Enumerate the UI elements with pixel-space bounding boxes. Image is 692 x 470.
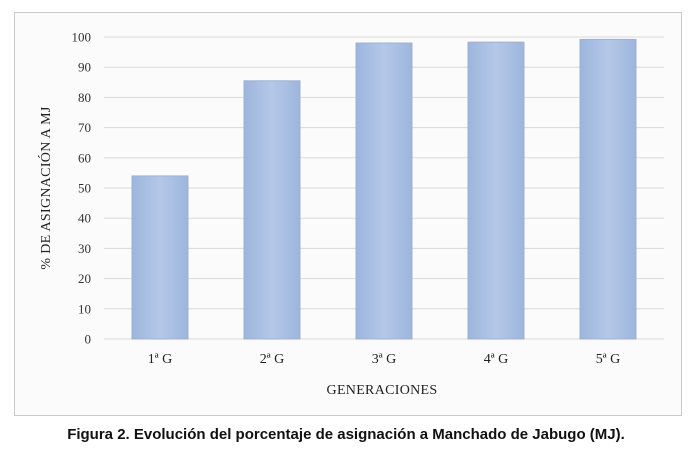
- x-axis-title: GENERACIONES: [327, 383, 438, 398]
- y-tick-label: 80: [78, 90, 91, 105]
- y-tick-label: 60: [78, 150, 91, 165]
- y-tick-label: 0: [85, 332, 92, 347]
- bar: [243, 80, 301, 340]
- y-tick-label: 40: [78, 211, 91, 226]
- x-tick-label: 4ª G: [484, 352, 508, 367]
- figure-caption: Figura 2. Evolución del porcentaje de as…: [67, 426, 625, 443]
- y-tick-label: 10: [78, 301, 91, 316]
- y-tick-label: 30: [78, 241, 91, 256]
- bar-chart: 0 10 20 30 40 50 60 70 80 90 100 1ª G 2ª G 3ª G 4ª G 5…: [37, 30, 664, 398]
- y-tick-label: 90: [78, 60, 91, 75]
- y-tick-label: 50: [78, 181, 91, 196]
- y-tick-label: 20: [78, 271, 91, 286]
- y-axis-title: % DE ASIGNACIÓN A MJ: [37, 106, 54, 269]
- x-tick-label: 1ª G: [148, 352, 172, 367]
- bars: [131, 38, 637, 340]
- y-tick-labels: 0 10 20 30 40 50 60 70 80 90 100: [72, 30, 92, 347]
- bar: [467, 41, 525, 340]
- y-tick-label: 100: [72, 30, 92, 45]
- bar: [579, 38, 637, 340]
- bar: [131, 175, 189, 340]
- chart-frame: [14, 12, 682, 416]
- x-tick-label: 3ª G: [372, 352, 396, 367]
- bar: [355, 42, 413, 340]
- x-tick-labels: 1ª G 2ª G 3ª G 4ª G 5ª G: [148, 352, 620, 367]
- x-tick-label: 5ª G: [596, 352, 620, 367]
- x-tick-label: 2ª G: [260, 352, 284, 367]
- y-tick-label: 70: [78, 120, 91, 135]
